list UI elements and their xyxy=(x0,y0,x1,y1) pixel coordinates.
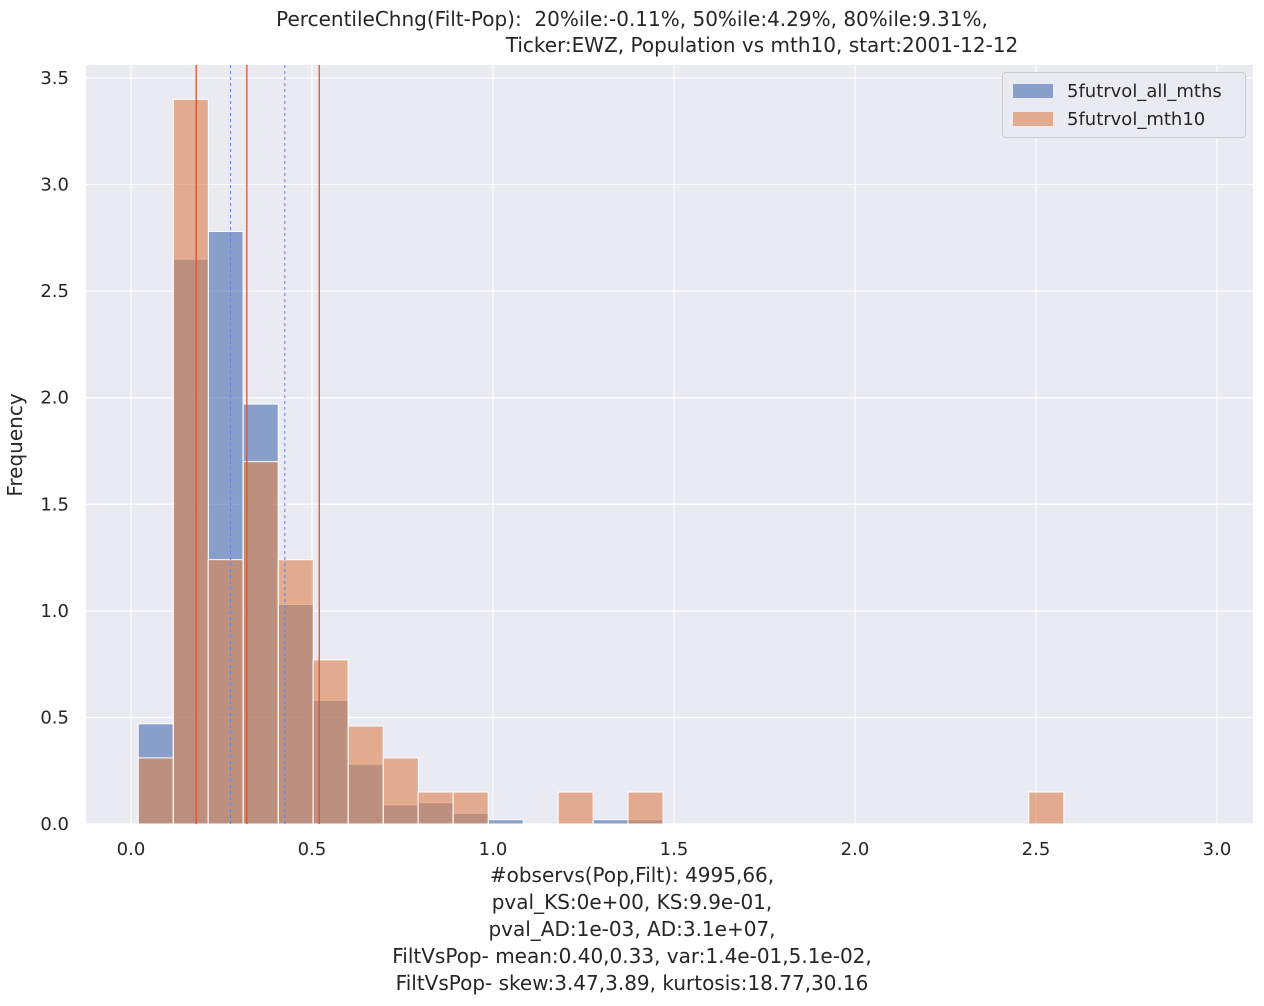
y-tick-label: 2.0 xyxy=(40,388,69,409)
x-axis-label-line-1: #observs(Pop,Filt): 4995,66, xyxy=(489,863,775,887)
legend-item-all-mths: 5futrvol_all_mths xyxy=(1013,79,1222,103)
bar-mth10 xyxy=(172,98,209,825)
x-tick-label: 1.5 xyxy=(660,839,689,860)
bar-mth10 xyxy=(1028,791,1065,825)
percentile-lines xyxy=(195,65,320,824)
chart-title-line-1: PercentileChng(Filt-Pop): 20%ile:-0.11%,… xyxy=(276,7,988,31)
bar-mth10 xyxy=(312,659,349,825)
bar-mth10 xyxy=(417,791,454,825)
bar-mth10 xyxy=(627,791,664,825)
legend: 5futrvol_all_mths 5futrvol_mth10 xyxy=(1002,72,1246,138)
bar-mth10 xyxy=(347,725,384,825)
bar-mth10 xyxy=(277,559,314,825)
x-axis-label-line-5: FiltVsPop- skew:3.47,3.89, kurtosis:18.7… xyxy=(395,971,869,995)
x-tick-label: 0.0 xyxy=(117,839,146,860)
y-tick-label: 2.5 xyxy=(40,281,69,302)
x-tick-label: 1.0 xyxy=(479,839,508,860)
x-axis-label-line-2: pval_KS:0e+00, KS:9.9e-01, xyxy=(491,890,773,914)
bar-mth10 xyxy=(242,461,279,825)
bar-mth10 xyxy=(557,791,594,825)
legend-swatch-all-mths xyxy=(1013,84,1053,98)
x-axis-label-line-4: FiltVsPop- mean:0.40,0.33, var:1.4e-01,5… xyxy=(392,944,872,968)
bar-all-mths xyxy=(592,819,629,825)
bar-mth10 xyxy=(382,757,419,825)
y-tick-label: 0.5 xyxy=(40,707,69,728)
x-axis-ticks: 0.0 0.5 1.0 1.5 2.0 2.5 3.0 xyxy=(117,839,1232,860)
x-tick-label: 3.0 xyxy=(1203,839,1232,860)
legend-label-all-mths: 5futrvol_all_mths xyxy=(1067,80,1222,102)
bar-mth10 xyxy=(452,791,489,825)
histogram-bars xyxy=(137,98,1065,825)
x-axis-label-line-3: pval_AD:1e-03, AD:3.1e+07, xyxy=(488,917,776,941)
x-tick-label: 2.5 xyxy=(1022,839,1051,860)
y-tick-label: 1.0 xyxy=(40,601,69,622)
y-tick-label: 3.0 xyxy=(40,175,69,196)
legend-swatch-mth10 xyxy=(1013,112,1053,126)
legend-label-mth10: 5futrvol_mth10 xyxy=(1067,108,1206,130)
bar-mth10 xyxy=(207,559,244,825)
y-tick-label: 0.0 xyxy=(40,814,69,835)
legend-item-mth10: 5futrvol_mth10 xyxy=(1013,107,1205,131)
chart-title-line-2: Ticker:EWZ, Population vs mth10, start:2… xyxy=(505,33,1019,57)
y-tick-label: 1.5 xyxy=(40,494,69,515)
y-axis-ticks: 0.0 0.5 1.0 1.5 2.0 2.5 3.0 3.5 xyxy=(40,68,69,835)
y-axis-label: Frequency xyxy=(3,393,27,496)
x-tick-label: 2.0 xyxy=(841,839,870,860)
y-tick-label: 3.5 xyxy=(40,68,69,89)
bar-mth10 xyxy=(137,757,174,825)
bar-all-mths xyxy=(487,819,524,825)
x-tick-label: 0.5 xyxy=(298,839,327,860)
